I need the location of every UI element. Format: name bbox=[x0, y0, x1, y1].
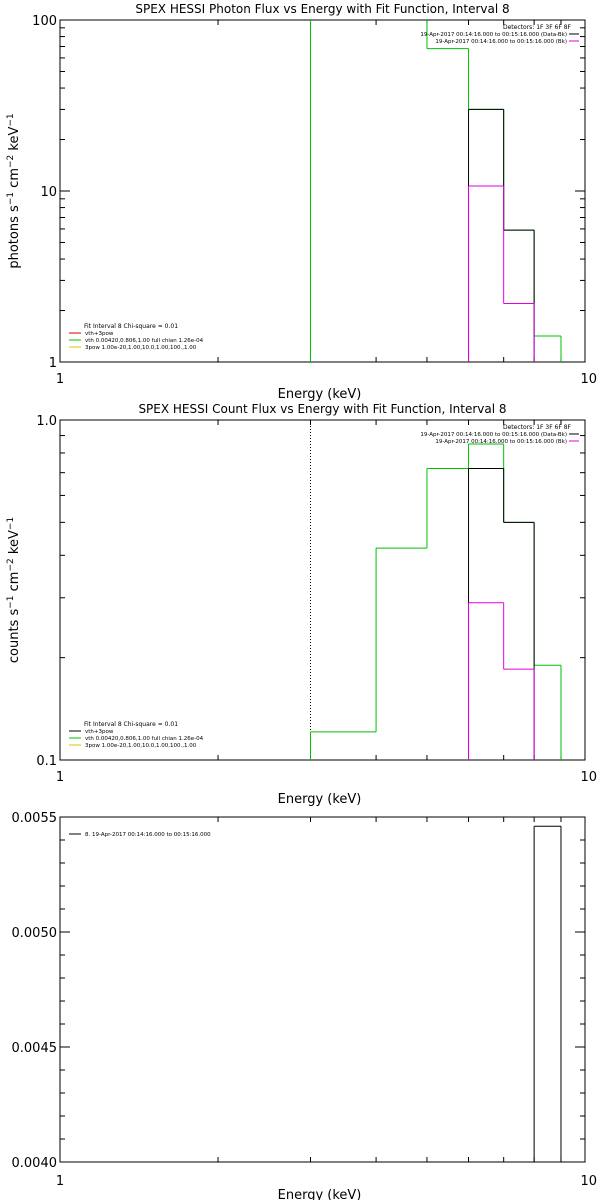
x-tick-label: 1 bbox=[56, 1174, 64, 1189]
y-axis-label-ylabel_sup3: −1 bbox=[6, 517, 16, 530]
series-2 bbox=[468, 185, 535, 362]
x-tick-label: 10 bbox=[580, 770, 597, 785]
series-0 bbox=[503, 825, 562, 1162]
y-axis-label-ylabel_base: photons s bbox=[7, 205, 22, 269]
series-2 bbox=[468, 602, 535, 760]
y-tick-label: 0.0050 bbox=[12, 926, 58, 941]
series-0 bbox=[309, 443, 562, 760]
y-axis-label-ylabel_sup1: −1 bbox=[6, 192, 16, 205]
y-axis-label-ylabel_sup1: −1 bbox=[6, 595, 16, 608]
y-tick-label: 10 bbox=[40, 185, 57, 200]
series-0 bbox=[309, 20, 562, 362]
chart-count: SPEX HESSI Count Flux vs Energy with Fit… bbox=[6, 402, 597, 807]
x-axis-label: Energy (keV) bbox=[278, 387, 362, 402]
y-axis-label-ylabel_sup2: −2 bbox=[6, 558, 16, 571]
legend-fit-header: Fit Interval 8 Chi-square = 0.01 bbox=[84, 721, 178, 728]
series-1 bbox=[468, 468, 535, 760]
legend-entry: vth+3pow bbox=[85, 331, 114, 337]
plot-frame bbox=[59, 419, 586, 761]
legend-entry: 19-Apr-2017 00:14:16.000 to 00:15:16.000… bbox=[420, 432, 567, 438]
legend-fit-header: Fit Interval 8 Chi-square = 0.01 bbox=[84, 323, 178, 330]
y-axis-label: counts s−1 cm−2 keV−1 bbox=[6, 517, 22, 663]
y-axis-label-ylabel_base: counts s bbox=[7, 609, 22, 664]
y-tick-label: 0.1 bbox=[36, 754, 57, 769]
x-tick-label: 1 bbox=[56, 372, 64, 387]
y-tick-label: 1 bbox=[49, 356, 57, 371]
x-tick-label: 1 bbox=[56, 770, 64, 785]
series-group bbox=[309, 443, 562, 760]
chart-title: SPEX HESSI Count Flux vs Energy with Fit… bbox=[138, 402, 506, 416]
chart-photon: SPEX HESSI Photon Flux vs Energy with Fi… bbox=[6, 2, 597, 402]
x-tick-label: 10 bbox=[580, 1174, 597, 1189]
legend-entry: 19-Apr-2017 00:14:16.000 to 00:15:16.000… bbox=[435, 439, 567, 445]
series-group bbox=[503, 825, 562, 1162]
legend-detectors: Detectors: 1F 3F 6F 8F bbox=[503, 424, 572, 431]
x-axis-label: Energy (keV) bbox=[278, 792, 362, 807]
y-axis-label-ylabel_sup2: −2 bbox=[6, 155, 16, 168]
chart-title: SPEX HESSI Photon Flux vs Energy with Fi… bbox=[135, 2, 509, 16]
legend-detectors: Detectors: 1F 3F 6F 8F bbox=[503, 24, 572, 31]
x-axis-label: Energy (keV) bbox=[278, 1188, 362, 1200]
legend-entry: 3pow 1.00e-20,1.00,10.0,1.00,100.,1.00 bbox=[85, 345, 197, 351]
y-tick-label: 0.0045 bbox=[12, 1041, 58, 1056]
y-tick-label: 1.0 bbox=[36, 414, 57, 429]
series-group bbox=[309, 20, 562, 362]
series-1 bbox=[468, 108, 535, 362]
y-axis-label-ylabel_mid2: keV bbox=[7, 530, 22, 558]
plot-frame bbox=[59, 19, 586, 363]
y-axis-label-ylabel_mid: cm bbox=[7, 572, 22, 596]
legend-entry: 19-Apr-2017 00:14:16.000 to 00:15:16.000… bbox=[420, 32, 567, 38]
legend-entry: vth+3pow bbox=[85, 729, 114, 735]
legend-entry: 3pow 1.00e-20,1.00,10.0,1.00,100.,1.00 bbox=[85, 743, 197, 749]
y-tick-label: 0.0055 bbox=[12, 811, 58, 826]
y-axis-label-ylabel_mid2: keV bbox=[7, 127, 22, 155]
legend-entry: 8. 19-Apr-2017 00:14:16.000 to 00:15:16.… bbox=[85, 832, 211, 838]
y-tick-label: 0.0040 bbox=[12, 1156, 58, 1171]
y-axis-label: photons s−1 cm−2 keV−1 bbox=[6, 113, 22, 268]
legend-entry: vth 0.00420,0.806,1.00 full chian 1.26e-… bbox=[85, 736, 204, 742]
y-axis-label-ylabel_sup3: −1 bbox=[6, 113, 16, 126]
y-axis-label-ylabel_mid: cm bbox=[7, 168, 22, 192]
x-tick-label: 10 bbox=[580, 372, 597, 387]
chart-counts-3: 1 10 0.0040 0.0045 0.0050 0.0055 Energy (keV) 8… bbox=[12, 811, 598, 1200]
legend-entry: 19-Apr-2017 00:14:16.000 to 00:15:16.000… bbox=[435, 39, 567, 45]
plot-frame bbox=[59, 816, 586, 1163]
legend-entry: vth 0.00420,0.806,1.00 full chian 1.26e-… bbox=[85, 338, 204, 344]
y-tick-label: 100 bbox=[32, 14, 57, 29]
